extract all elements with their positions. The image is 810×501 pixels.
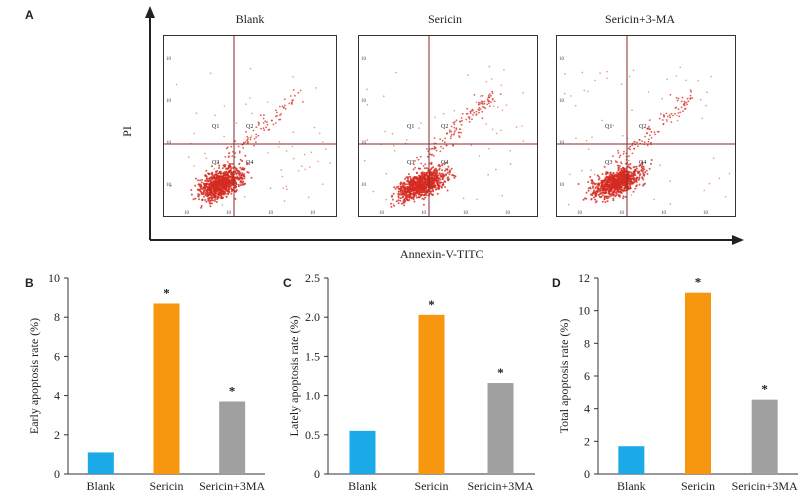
quadrant-label-q3: Q3 xyxy=(605,160,612,166)
flow-plot-title-blank: Blank xyxy=(235,12,265,26)
x-tick-label: 10 xyxy=(703,211,709,216)
panel-letter-c: C xyxy=(283,276,292,290)
early-apoptosis-bar-chart: 0 2 4 6 8 10 Early apoptosis rate (%) Blank Seri… xyxy=(27,271,266,493)
y-tick-label: 12 xyxy=(578,271,590,285)
x-tick-label: 10 xyxy=(505,211,511,216)
significance-star: * xyxy=(761,382,768,397)
flow-plot-title-sericin-3ma: Sericin+3-MA xyxy=(604,12,676,26)
x-tick-label: 10 xyxy=(310,211,316,216)
y-tick-label: 6 xyxy=(584,369,590,383)
quadrant-label-q1: Q1 xyxy=(605,124,612,130)
x-category-label: Blank xyxy=(617,479,646,493)
quadrant-label-q2: Q2 xyxy=(639,124,646,130)
y-tick-label: 10 xyxy=(166,57,172,62)
x-tick-label: 10 xyxy=(661,211,667,216)
panel-a-main-axes xyxy=(145,6,744,245)
y-tick-label: 4 xyxy=(54,389,60,403)
y-tick-label: 8 xyxy=(584,336,590,350)
bar-sericin-3ma xyxy=(487,383,514,474)
quadrant-label-q3: Q3 xyxy=(407,160,414,166)
flow-plot-sericin: Q1 Q2 Q3 Q4 10 10 10 10 10 10 10 10 xyxy=(358,35,538,217)
panel-letter-a: A xyxy=(25,8,34,22)
y-tick-label: 10 xyxy=(361,141,367,146)
significance-star: * xyxy=(428,297,435,312)
quadrant-label-q4: Q4 xyxy=(246,160,253,166)
y-tick-label: 10 xyxy=(559,141,565,146)
quadrant-label-q2: Q2 xyxy=(441,124,448,130)
x-category-label: Sericin+3MA xyxy=(467,479,533,493)
flow-plot-blank: Q1 Q2 Q3 Q4 10 10 10 10 10 10 10 10 xyxy=(163,35,337,217)
bar-blank xyxy=(618,446,645,474)
y-tick-label: 10 xyxy=(166,99,172,104)
bar-sericin-3ma xyxy=(751,399,778,474)
y-tick-label: 10 xyxy=(559,99,565,104)
y-tick-label: 6 xyxy=(54,349,60,363)
late-apoptosis-bar-chart: 0 0.5 1.0 1.5 2.0 2.5 Lately apoptosis rate (%… xyxy=(287,271,535,493)
y-tick-label: 4 xyxy=(584,402,590,416)
x-tick-label: 10 xyxy=(226,211,232,216)
y-tick-label: 2 xyxy=(54,428,60,442)
y-tick-label: 2.0 xyxy=(305,310,320,324)
x-category-label: Blank xyxy=(86,479,115,493)
x-tick-label: 10 xyxy=(577,211,583,216)
x-tick-label: 10 xyxy=(463,211,469,216)
x-category-label: Sericin+3MA xyxy=(199,479,265,493)
y-tick-label: 0 xyxy=(54,467,60,481)
y-tick-label: 8 xyxy=(54,310,60,324)
flow-plot-title-sericin: Sericin xyxy=(428,12,462,26)
y-tick-label: 2 xyxy=(584,434,590,448)
significance-star: * xyxy=(163,285,170,300)
quadrant-label-q1: Q1 xyxy=(407,124,414,130)
quadrant-label-q4: Q4 xyxy=(639,160,646,166)
y-tick-label: 10 xyxy=(361,57,367,62)
x-category-label: Sericin xyxy=(415,479,449,493)
y-tick-label: 10 xyxy=(166,183,172,188)
x-category-label: Sericin+3MA xyxy=(732,479,798,493)
x-tick-label: 10 xyxy=(379,211,385,216)
significance-star: * xyxy=(497,365,504,380)
significance-star: * xyxy=(229,383,236,398)
flow-plot-sericin-3ma: Q1 Q2 Q3 Q4 10 10 10 10 10 10 10 10 xyxy=(556,35,736,217)
y-tick-label: 10 xyxy=(559,57,565,62)
x-tick-label: 10 xyxy=(619,211,625,216)
bar-sericin xyxy=(685,292,711,474)
y-tick-label: 10 xyxy=(361,183,367,188)
annexin-axis-label: Annexin-V-TITC xyxy=(400,247,484,261)
pi-axis-label: PI xyxy=(119,126,134,137)
x-category-label: Sericin xyxy=(150,479,184,493)
y-tick-label: 10 xyxy=(578,304,590,318)
x-tick-label: 10 xyxy=(184,211,190,216)
quadrant-label-q4: Q4 xyxy=(441,160,448,166)
x-tick-label: 10 xyxy=(421,211,427,216)
bar-sericin xyxy=(153,303,180,474)
panel-letter-d: D xyxy=(552,276,561,290)
quadrant-label-q1: Q1 xyxy=(212,124,219,130)
y-axis-label: Lately apoptosis rate (%) xyxy=(287,316,301,437)
y-tick-label: 10 xyxy=(48,271,60,285)
x-category-label: Sericin xyxy=(681,479,715,493)
y-tick-label: 1.5 xyxy=(305,349,320,363)
bar-sericin-3ma xyxy=(219,401,246,474)
total-apoptosis-bar-chart: 0 2 4 6 8 10 12 Total apoptosis rate (%) Blank Se… xyxy=(557,271,798,493)
y-axis-label: Early apoptosis rate (%) xyxy=(27,318,41,434)
bar-blank xyxy=(87,452,114,474)
y-tick-label: 10 xyxy=(361,99,367,104)
y-tick-label: 0 xyxy=(314,467,320,481)
x-category-label: Blank xyxy=(348,479,377,493)
y-tick-label: 0 xyxy=(584,467,590,481)
significance-star: * xyxy=(695,275,702,290)
bar-sericin xyxy=(418,314,445,474)
y-tick-label: 2.5 xyxy=(305,271,320,285)
y-tick-label: 0.5 xyxy=(305,428,320,442)
y-axis-label: Total apoptosis rate (%) xyxy=(557,319,571,434)
y-tick-label: 1.0 xyxy=(305,389,320,403)
panel-letter-b: B xyxy=(25,276,34,290)
y-tick-label: 10 xyxy=(166,141,172,146)
x-tick-label: 10 xyxy=(268,211,274,216)
y-tick-label: 10 xyxy=(559,183,565,188)
bar-blank xyxy=(349,430,376,474)
quadrant-label-q3: Q3 xyxy=(212,160,219,166)
quadrant-label-q2: Q2 xyxy=(246,124,253,130)
